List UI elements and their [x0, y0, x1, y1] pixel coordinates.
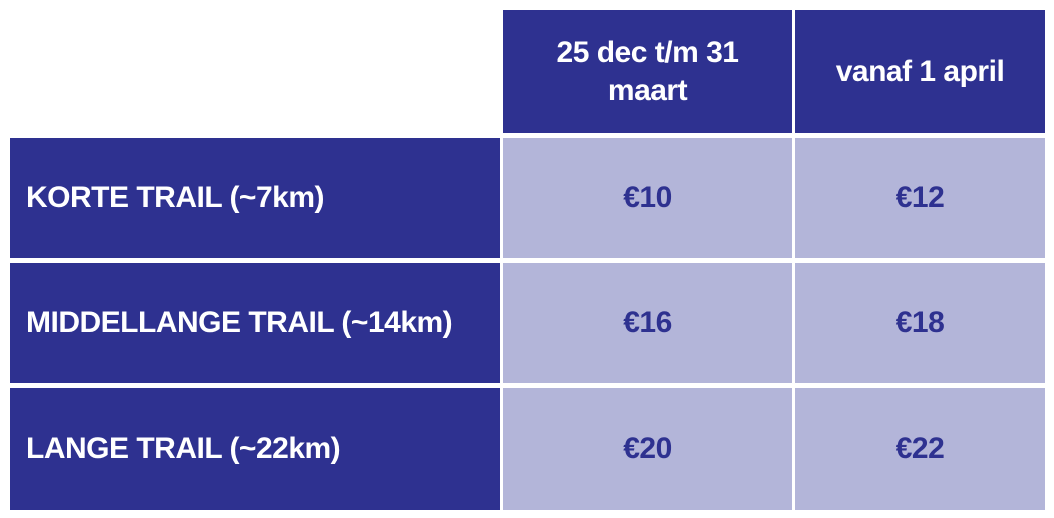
column-header: 25 dec t/m 31 maart: [503, 10, 792, 133]
price-cell: €10: [503, 138, 792, 258]
row-label: LANGE TRAIL (~22km): [10, 388, 500, 510]
price-cell: €20: [503, 388, 792, 510]
row-label: MIDDELLANGE TRAIL (~14km): [10, 263, 500, 383]
price-cell: €18: [795, 263, 1045, 383]
price-cell: €16: [503, 263, 792, 383]
row-label: KORTE TRAIL (~7km): [10, 138, 500, 258]
price-cell: €12: [795, 138, 1045, 258]
price-cell: €22: [795, 388, 1045, 510]
column-header: vanaf 1 april: [795, 10, 1045, 133]
